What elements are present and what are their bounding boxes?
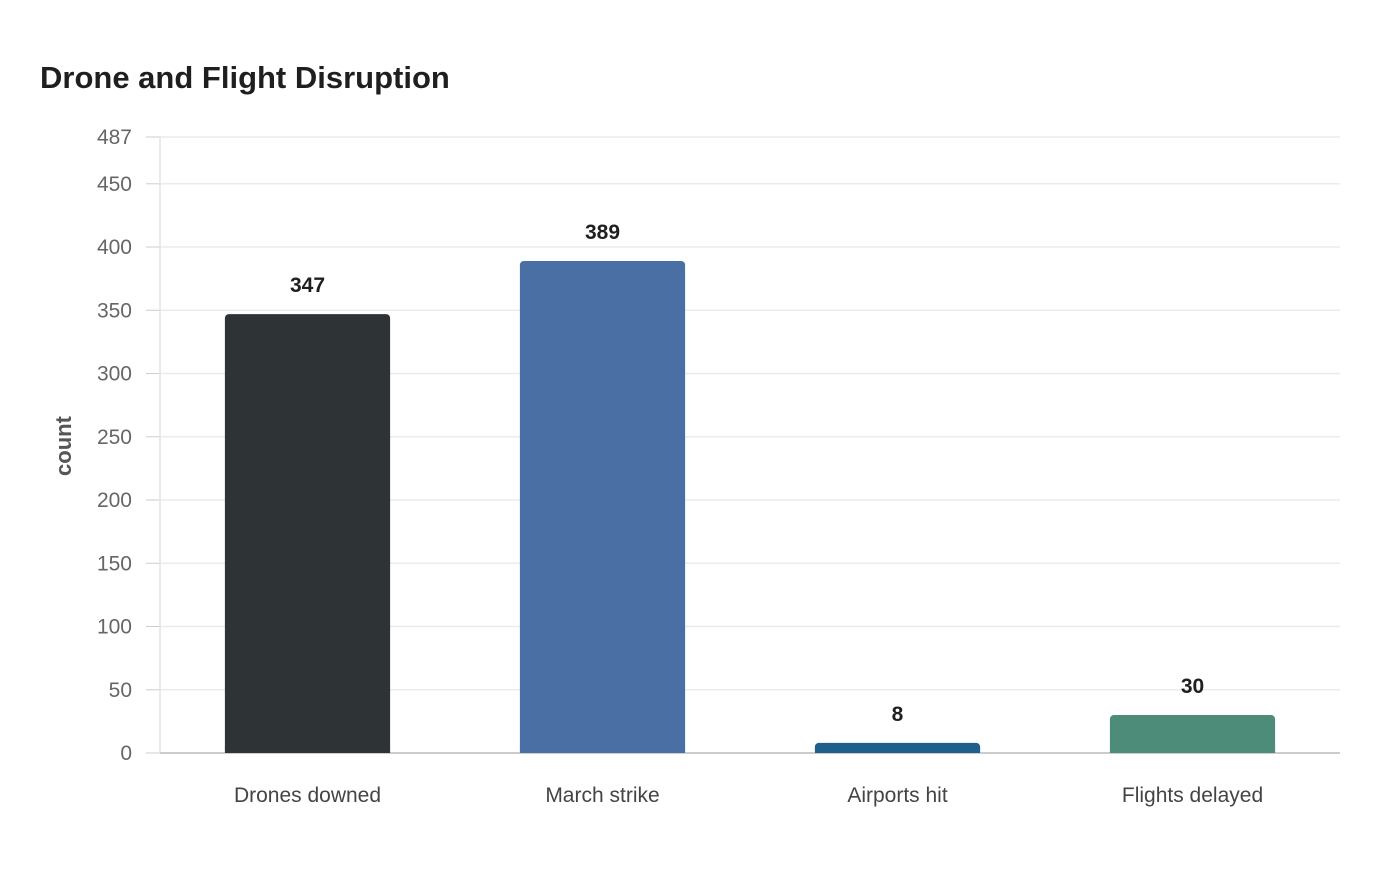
axes: 0 50 100 150 200 250 300 350 400 450 487 [97, 126, 1340, 765]
x-tick-label: Airports hit [847, 784, 948, 807]
bar-base [814, 748, 981, 753]
x-tick-label: Drones downed [234, 784, 381, 807]
y-tick-label: 250 [97, 426, 132, 449]
data-label: 347 [290, 274, 325, 297]
data-label: 389 [585, 221, 620, 244]
bar-base [224, 748, 391, 753]
y-tick-label: 487 [97, 126, 132, 149]
y-tick-label: 100 [97, 616, 132, 639]
x-tick-label: Flights delayed [1122, 784, 1263, 807]
y-tick-label: 350 [97, 299, 132, 322]
bar-base [519, 748, 686, 753]
chart-title: Drone and Flight Disruption [40, 60, 450, 95]
y-tick-label: 50 [109, 679, 132, 702]
bar [1109, 715, 1276, 753]
y-tick-label: 150 [97, 552, 132, 575]
bar [519, 260, 686, 753]
data-label: 30 [1181, 675, 1204, 698]
data-label: 8 [892, 703, 904, 726]
y-tick-label: 450 [97, 173, 132, 196]
y-tick-label: 400 [97, 236, 132, 259]
y-tick-label: 0 [120, 742, 132, 765]
bar [224, 314, 391, 753]
bars [224, 260, 1276, 753]
y-tick-label: 300 [97, 363, 132, 386]
x-tick-label: March strike [545, 784, 659, 807]
bar-base [1109, 748, 1276, 753]
y-axis-title: count [51, 415, 76, 476]
y-tick-label: 200 [97, 489, 132, 512]
labels: 347 Drones downed 389 March strike 8 Airports… [234, 221, 1263, 807]
